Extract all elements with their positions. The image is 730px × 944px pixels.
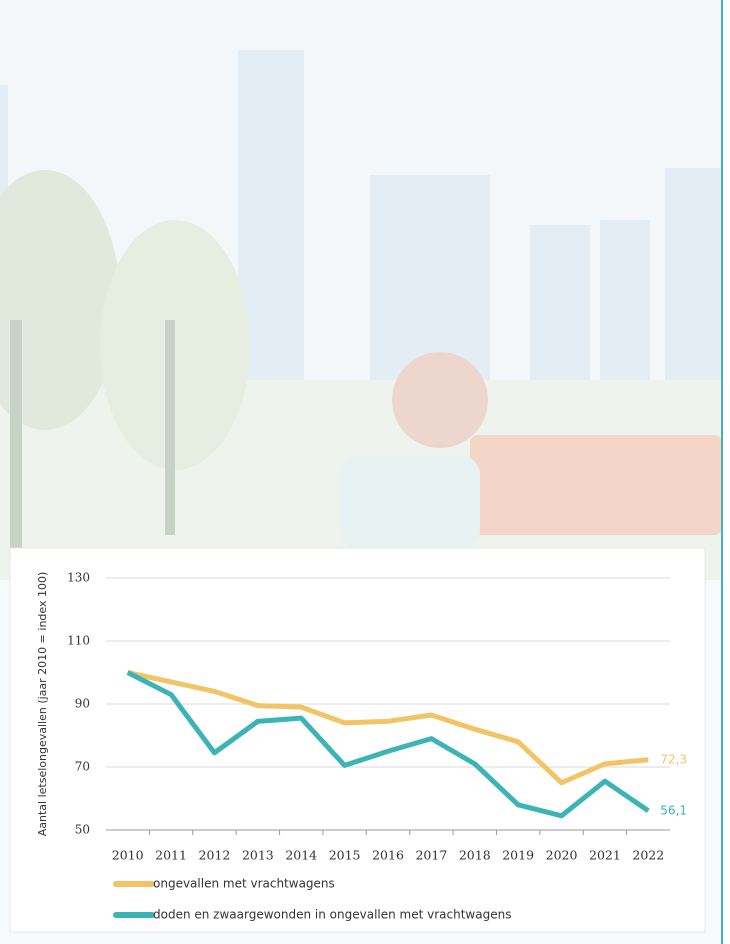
value-label: 72,3 [660,752,687,766]
x-tick-label: 2016 [372,848,404,863]
series-line [127,670,649,786]
chart-panel [9,547,706,933]
x-tick-label: 2017 [415,848,447,863]
x-tick-label: 2013 [242,848,274,863]
x-tick-label: 2018 [459,848,491,863]
x-tick-label: 2014 [285,848,317,863]
x-tick-label: 2020 [546,848,578,863]
x-tick-label: 2015 [329,848,361,863]
y-axis-label: Aantal letselongevallen (jaar 2010 = ind… [36,572,49,837]
x-tick-label: 2021 [589,848,621,863]
x-tick-label: 2011 [155,848,187,863]
y-tick-label: 90 [75,697,90,711]
y-tick-label: 130 [67,571,90,585]
y-tick-label: 50 [75,823,90,837]
legend-label: ongevallen met vrachtwagens [153,877,335,891]
value-label: 56,1 [660,803,687,817]
legend-label: doden en zwaargewonden in ongevallen met… [153,908,511,922]
series-line [126,670,650,819]
y-tick-label: 110 [67,634,90,648]
x-tick-label: 2012 [199,848,231,863]
x-tick-label: 2019 [502,848,534,863]
x-tick-label: 2010 [112,848,144,863]
x-tick-label: 2022 [632,848,664,863]
y-tick-label: 70 [75,760,90,774]
